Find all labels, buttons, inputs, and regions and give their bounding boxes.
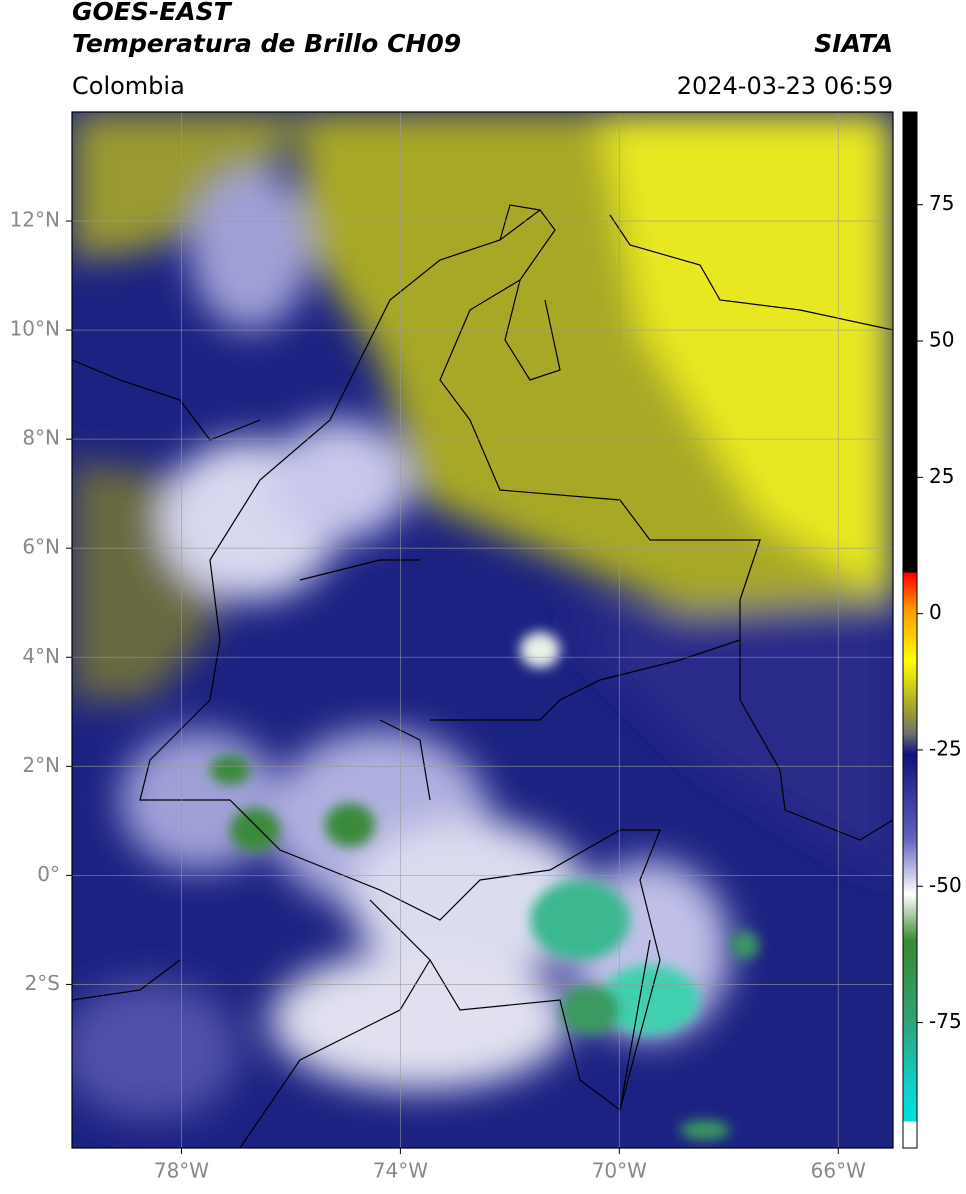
map-frame <box>71 111 894 1149</box>
y-tick-label: 2°S <box>25 971 60 995</box>
colorbar-tick-label: -25 <box>929 736 962 760</box>
colorbar-tick-label: 50 <box>929 328 954 352</box>
x-tick-label: 70°W <box>592 1159 647 1183</box>
y-tick-label: 4°N <box>22 644 60 668</box>
colorbar-tick-label: -50 <box>929 873 962 897</box>
y-tick-label: 10°N <box>10 317 60 341</box>
source: SIATA <box>814 29 893 58</box>
colorbar <box>902 111 918 1149</box>
colorbar-tick-label: -75 <box>929 1009 962 1033</box>
title: GOES-EAST <box>72 0 233 26</box>
satellite-image <box>72 112 893 1148</box>
y-tick-label: 8°N <box>22 426 60 450</box>
subtitle: Temperatura de Brillo CH09 <box>72 29 461 58</box>
colorbar-tick-label: 75 <box>929 191 954 215</box>
x-tick-label: 66°W <box>811 1159 866 1183</box>
y-tick-label: 6°N <box>22 535 60 559</box>
region: Colombia <box>72 72 185 100</box>
colorbar-tick-label: 25 <box>929 464 954 488</box>
gridlines <box>72 112 893 1148</box>
y-tick-label: 2°N <box>22 753 60 777</box>
x-tick-label: 74°W <box>373 1159 428 1183</box>
datetime: 2024-03-23 06:59 <box>677 72 893 100</box>
colorbar-tick-label: 0 <box>929 600 942 624</box>
x-tick-label: 78°W <box>154 1159 209 1183</box>
y-tick-label: 0° <box>37 862 60 886</box>
y-tick-label: 12°N <box>10 208 60 232</box>
